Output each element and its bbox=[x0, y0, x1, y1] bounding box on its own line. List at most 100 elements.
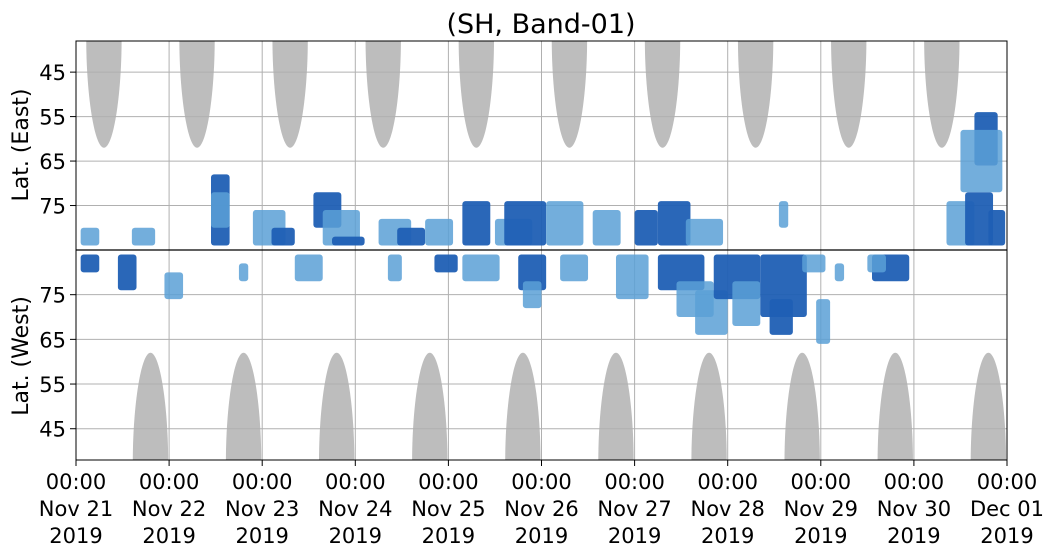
x-tick-label-year: 2019 bbox=[235, 524, 288, 548]
x-tick-label-date: Nov 21 bbox=[39, 497, 113, 521]
daylight-region bbox=[831, 41, 867, 148]
daylight-region bbox=[598, 352, 634, 460]
echo-patch bbox=[434, 254, 458, 273]
x-tick-label-time: 00:00 bbox=[418, 470, 479, 494]
x-tick-label-time: 00:00 bbox=[511, 470, 572, 494]
echo-patch bbox=[546, 201, 584, 246]
echo-patch bbox=[397, 227, 426, 246]
echo-patch bbox=[560, 254, 589, 282]
echo-patch bbox=[802, 254, 826, 273]
echo-patch bbox=[164, 272, 184, 300]
x-tick-label-date: Nov 28 bbox=[691, 497, 765, 521]
y-tick-label: 65 bbox=[39, 150, 66, 174]
daylight-region bbox=[458, 41, 494, 148]
echo-patch bbox=[210, 192, 230, 228]
echo-patch bbox=[522, 281, 542, 309]
echo-layer bbox=[80, 112, 1006, 344]
x-tick-label-year: 2019 bbox=[515, 524, 568, 548]
daylight-region bbox=[551, 41, 588, 148]
daylight-region bbox=[644, 41, 681, 148]
y-axis-label-west: Lat. (West) bbox=[9, 296, 34, 416]
x-tick-label-date: Nov 22 bbox=[132, 497, 206, 521]
x-tick-label-date: Nov 29 bbox=[784, 497, 858, 521]
echo-patch bbox=[131, 227, 156, 246]
echo-patch bbox=[504, 201, 547, 246]
x-tick-label-year: 2019 bbox=[701, 524, 754, 548]
x-tick-label-year: 2019 bbox=[608, 524, 661, 548]
daylight-region bbox=[877, 352, 913, 460]
x-tick-label-time: 00:00 bbox=[697, 470, 758, 494]
x-tick-label-time: 00:00 bbox=[977, 470, 1038, 494]
daylight-region bbox=[272, 41, 308, 148]
echo-patch bbox=[965, 192, 994, 246]
echo-patch bbox=[769, 299, 793, 335]
x-tick-label-time: 00:00 bbox=[46, 470, 107, 494]
x-tick-label-time: 00:00 bbox=[791, 470, 852, 494]
echo-patch bbox=[732, 281, 761, 326]
y-tick-label: 65 bbox=[39, 328, 66, 352]
y-tick-label: 45 bbox=[39, 61, 66, 85]
x-tick-label-date: Nov 24 bbox=[318, 497, 392, 521]
x-tick-label-year: 2019 bbox=[794, 524, 847, 548]
y-tick-label: 75 bbox=[39, 195, 66, 219]
x-tick-label-year: 2019 bbox=[422, 524, 475, 548]
echo-patch bbox=[80, 227, 100, 246]
y-tick-label: 55 bbox=[39, 373, 66, 397]
x-tick-label-date: Nov 26 bbox=[504, 497, 578, 521]
echo-patch bbox=[834, 263, 845, 282]
echo-patch bbox=[867, 254, 886, 273]
x-tick-label-year: 2019 bbox=[142, 524, 195, 548]
echo-patch bbox=[238, 263, 249, 282]
echo-patch bbox=[462, 254, 500, 282]
echo-patch bbox=[816, 299, 831, 344]
echo-patch bbox=[592, 209, 621, 246]
echo-patch bbox=[778, 201, 789, 228]
daylight-region bbox=[365, 41, 401, 148]
plot-area bbox=[75, 40, 1008, 461]
x-tick-label-year: 2019 bbox=[49, 524, 102, 548]
echo-patch bbox=[685, 218, 724, 246]
daylight-region bbox=[86, 41, 122, 148]
daylight-region bbox=[225, 352, 262, 460]
echo-patch bbox=[80, 254, 100, 273]
x-tick-label-date: Nov 30 bbox=[877, 497, 951, 521]
echo-patch bbox=[695, 290, 728, 335]
echo-patch bbox=[657, 201, 691, 246]
daylight-region bbox=[737, 41, 774, 148]
daylight-region bbox=[319, 352, 355, 460]
daylight-region bbox=[970, 352, 1007, 460]
x-tick-label-time: 00:00 bbox=[604, 470, 665, 494]
echo-patch bbox=[988, 209, 1006, 246]
y-ticks: 45 55 65 75 75 65 55 45 bbox=[39, 61, 76, 442]
echo-patch bbox=[518, 254, 547, 291]
x-tick-label-date: Nov 27 bbox=[597, 497, 671, 521]
daylight-region bbox=[505, 352, 541, 460]
x-tick-label-time: 00:00 bbox=[884, 470, 945, 494]
daylight-region bbox=[784, 352, 820, 460]
echo-patch bbox=[425, 218, 454, 246]
daylight-region bbox=[412, 352, 448, 460]
y-tick-label: 75 bbox=[39, 284, 66, 308]
daylight-layer bbox=[86, 41, 1007, 460]
daylight-region bbox=[132, 352, 169, 460]
x-tick-label-year: 2019 bbox=[887, 524, 940, 548]
y-axis-label-east: Lat. (East) bbox=[9, 89, 34, 202]
echo-patch bbox=[271, 227, 295, 246]
echo-patch bbox=[332, 236, 365, 246]
y-tick-label: 45 bbox=[39, 418, 66, 442]
echo-patch bbox=[462, 201, 491, 246]
x-tick-label-year: 2019 bbox=[329, 524, 382, 548]
daylight-region bbox=[924, 41, 960, 148]
daylight-region bbox=[691, 352, 727, 460]
x-tick-label-date: Nov 23 bbox=[225, 497, 299, 521]
x-tick-label-date: Dec 01 bbox=[970, 497, 1044, 521]
x-tick-label-time: 00:00 bbox=[139, 470, 200, 494]
daylight-region bbox=[179, 41, 215, 148]
x-tick-label-year: 2019 bbox=[980, 524, 1033, 548]
chart-title: (SH, Band-01) bbox=[446, 9, 635, 40]
x-ticks: 00:00 Nov 21 2019 00:00 Nov 22 2019 00:00 Nov 2… bbox=[39, 460, 1044, 548]
x-tick-label-date: Nov 25 bbox=[411, 497, 485, 521]
echo-patch bbox=[117, 254, 137, 291]
echo-patch bbox=[615, 254, 649, 300]
